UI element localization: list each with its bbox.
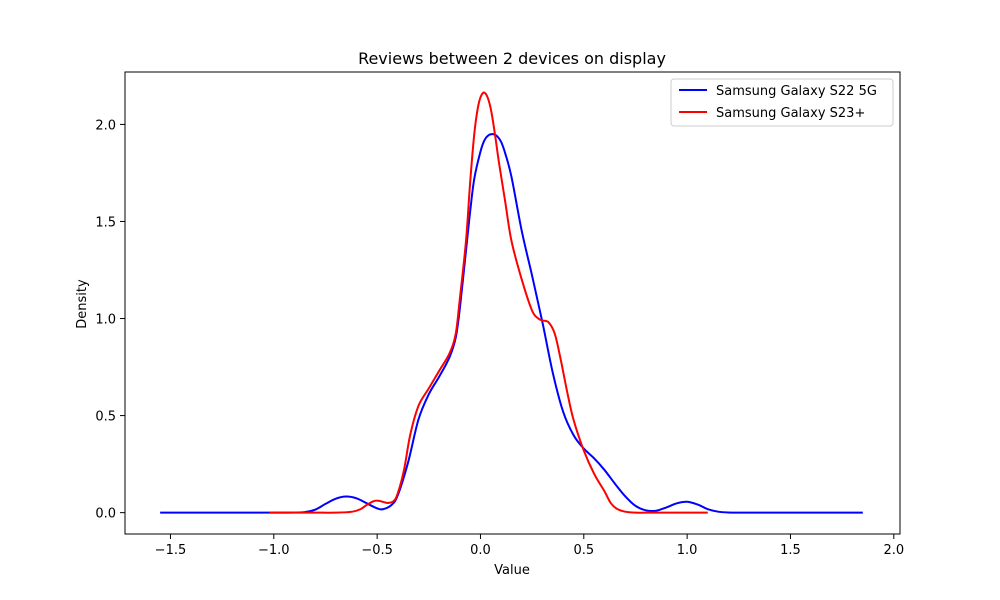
x-axis-ticks: −1.5 −1.0 −0.5 0.0 0.5 1.0 1.5 2.0 xyxy=(155,534,904,558)
y-tick-label: 2.0 xyxy=(95,118,116,133)
x-tick-label: −1.5 xyxy=(155,543,187,558)
y-axis-label: Density xyxy=(75,279,90,329)
x-tick-label: 0.5 xyxy=(573,543,594,558)
x-tick-label: 2.0 xyxy=(883,543,904,558)
x-tick-label: 1.0 xyxy=(677,543,698,558)
y-axis-ticks: 0.0 0.5 1.0 1.5 2.0 xyxy=(95,118,125,522)
series-line-1 xyxy=(269,91,708,514)
legend-label-s23plus: Samsung Galaxy S23+ xyxy=(716,106,865,121)
plot-frame xyxy=(124,71,901,535)
x-tick-label: −1.0 xyxy=(258,543,290,558)
legend-box xyxy=(670,78,894,127)
series-line-0 xyxy=(160,133,863,514)
chart-title: Reviews between 2 devices on display xyxy=(358,49,666,68)
y-tick-label: 1.0 xyxy=(95,313,116,328)
y-tick-label: 1.5 xyxy=(95,215,116,230)
legend-label-s22: Samsung Galaxy S22 5G xyxy=(716,84,877,99)
x-tick-label: −0.5 xyxy=(361,543,393,558)
series-lines xyxy=(160,91,863,514)
x-tick-label: 1.5 xyxy=(780,543,801,558)
y-tick-label: 0.0 xyxy=(95,507,116,522)
x-axis-label: Value xyxy=(494,563,530,578)
legend: Samsung Galaxy S22 5G Samsung Galaxy S23… xyxy=(670,78,894,127)
y-tick-label: 0.5 xyxy=(95,410,116,425)
x-tick-label: 0.0 xyxy=(470,543,491,558)
